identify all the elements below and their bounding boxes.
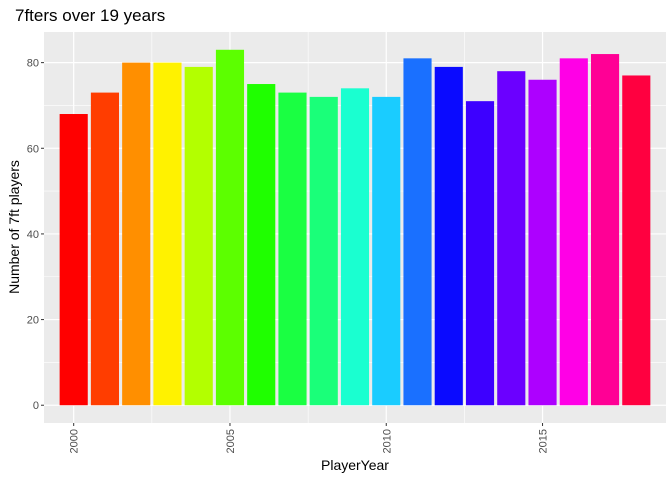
bar-2005 bbox=[215, 49, 245, 406]
bar-2013 bbox=[465, 101, 495, 406]
bar-2008 bbox=[309, 96, 338, 406]
bar-2010 bbox=[372, 96, 401, 406]
x-axis-title: PlayerYear bbox=[321, 457, 389, 473]
bar-2004 bbox=[184, 66, 213, 406]
y-tick-label: 80 bbox=[27, 58, 39, 70]
y-tick-label: 0 bbox=[33, 400, 39, 412]
bar-2006 bbox=[247, 84, 276, 406]
bar-2009 bbox=[340, 88, 370, 406]
y-tick-label: 60 bbox=[27, 143, 39, 155]
bar-2011 bbox=[403, 58, 432, 406]
y-tick-label: 20 bbox=[27, 315, 39, 327]
bar-2003 bbox=[153, 62, 182, 406]
bar-2002 bbox=[122, 62, 151, 406]
x-axis-ticks: 2000 2005 2010 2015 bbox=[69, 423, 550, 453]
bar-2017 bbox=[590, 54, 620, 406]
y-axis-ticks: 0 20 40 60 80 bbox=[27, 58, 44, 412]
y-tick-label: 40 bbox=[27, 229, 39, 241]
bars bbox=[59, 49, 651, 406]
bar-2014 bbox=[497, 71, 526, 406]
bar-2015 bbox=[528, 79, 557, 406]
y-axis-title: Number of 7ft players bbox=[6, 160, 22, 294]
x-tick-label: 2015 bbox=[538, 429, 550, 453]
bar-2018 bbox=[622, 75, 651, 406]
bar-2007 bbox=[278, 92, 307, 406]
bar-2016 bbox=[559, 58, 588, 406]
bar-2001 bbox=[90, 92, 120, 406]
bar-2012 bbox=[434, 66, 463, 406]
bar-2000 bbox=[59, 114, 88, 406]
x-tick-label: 2010 bbox=[381, 429, 393, 453]
x-tick-label: 2005 bbox=[225, 429, 237, 453]
chart-title: 7fters over 19 years bbox=[15, 6, 165, 25]
x-tick-label: 2000 bbox=[69, 429, 81, 453]
